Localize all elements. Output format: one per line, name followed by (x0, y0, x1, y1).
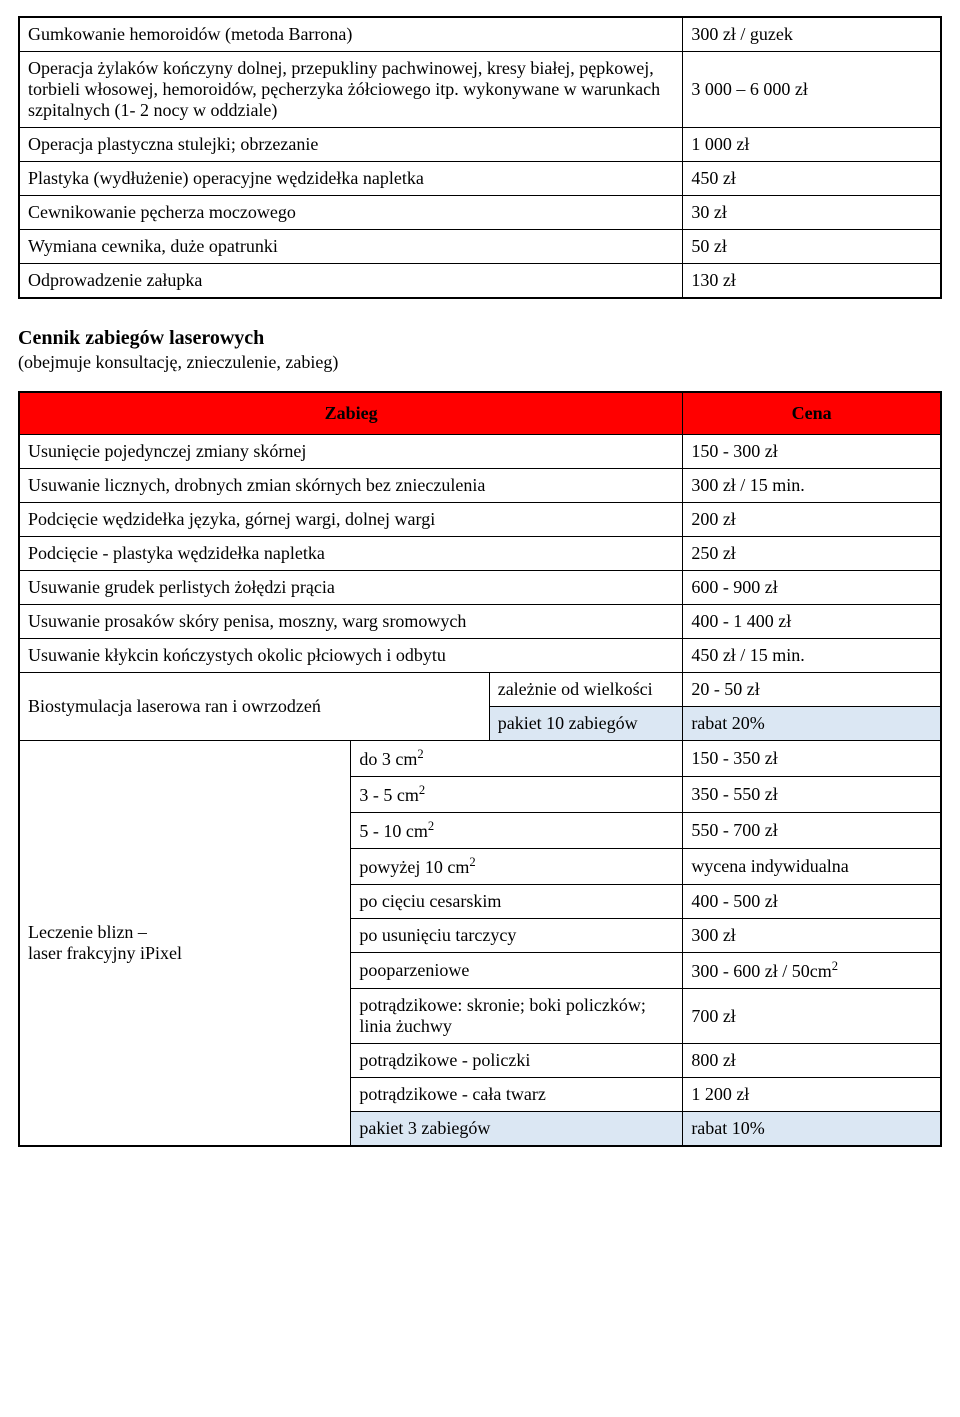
procedure-price: 800 zł (683, 1044, 941, 1078)
procedure-price: 1 000 zł (683, 128, 941, 162)
table-row: Operacja plastyczna stulejki; obrzezanie… (19, 128, 941, 162)
procedure-price: 700 zł (683, 989, 941, 1044)
procedure-price: 150 - 350 zł (683, 741, 941, 777)
procedure-price: 150 - 300 zł (683, 435, 941, 469)
procedure-price: 300 - 600 zł / 50cm2 (683, 953, 941, 989)
variant-label: potrądzikowe - policzki (351, 1044, 683, 1078)
procedure-price: 20 - 50 zł (683, 673, 941, 707)
procedure-label: Usuwanie prosaków skóry penisa, moszny, … (19, 605, 683, 639)
procedure-price: 450 zł (683, 162, 941, 196)
variant-label: po cięciu cesarskim (351, 885, 683, 919)
procedure-label: Cewnikowanie pęcherza moczowego (19, 196, 683, 230)
table-row: Odprowadzenie załupka130 zł (19, 264, 941, 299)
procedure-label: Operacja plastyczna stulejki; obrzezanie (19, 128, 683, 162)
procedure-price: 300 zł / guzek (683, 17, 941, 52)
procedure-price: rabat 10% (683, 1112, 941, 1147)
procedure-price: 450 zł / 15 min. (683, 639, 941, 673)
procedure-label: Gumkowanie hemoroidów (metoda Barrona) (19, 17, 683, 52)
procedure-price: 300 zł (683, 919, 941, 953)
procedure-price: rabat 20% (683, 707, 941, 741)
procedure-price: 550 - 700 zł (683, 813, 941, 849)
table-row: Operacja żylaków kończyny dolnej, przepu… (19, 52, 941, 128)
variant-label: zależnie od wielkości (489, 673, 683, 707)
table-row: Usuwanie licznych, drobnych zmian skórny… (19, 469, 941, 503)
variant-label: 3 - 5 cm2 (351, 777, 683, 813)
table-row: Podcięcie wędzidełka języka, górnej warg… (19, 503, 941, 537)
procedure-price: 250 zł (683, 537, 941, 571)
variant-label: pakiet 10 zabiegów (489, 707, 683, 741)
procedure-label: Usuwanie grudek perlistych żołędzi prąci… (19, 571, 683, 605)
section-title: Cennik zabiegów laserowych (18, 327, 942, 350)
procedure-price: 3 000 – 6 000 zł (683, 52, 941, 128)
procedure-price: 600 - 900 zł (683, 571, 941, 605)
header-zabieg: Zabieg (19, 392, 683, 435)
procedure-price: 30 zł (683, 196, 941, 230)
table-row: Usunięcie pojedynczej zmiany skórnej150 … (19, 435, 941, 469)
section-subtitle: (obejmuje konsultację, znieczulenie, zab… (18, 352, 942, 373)
table-row: Wymiana cewnika, duże opatrunki50 zł (19, 230, 941, 264)
procedure-price: 50 zł (683, 230, 941, 264)
variant-label: do 3 cm2 (351, 741, 683, 777)
procedure-price: 400 - 500 zł (683, 885, 941, 919)
procedure-label: Plastyka (wydłużenie) operacyjne wędzide… (19, 162, 683, 196)
procedure-label: Usunięcie pojedynczej zmiany skórnej (19, 435, 683, 469)
procedure-label: Usuwanie licznych, drobnych zmian skórny… (19, 469, 683, 503)
procedure-label: Biostymulacja laserowa ran i owrzodzeń (19, 673, 489, 741)
procedure-label: Wymiana cewnika, duże opatrunki (19, 230, 683, 264)
procedure-label: Leczenie blizn –laser frakcyjny iPixel (19, 741, 351, 1147)
procedure-price: 350 - 550 zł (683, 777, 941, 813)
table-row: Plastyka (wydłużenie) operacyjne wędzide… (19, 162, 941, 196)
price-table-laser: ZabiegCenaUsunięcie pojedynczej zmiany s… (18, 391, 942, 1147)
header-cena: Cena (683, 392, 941, 435)
variant-label: pakiet 3 zabiegów (351, 1112, 683, 1147)
procedure-price: 130 zł (683, 264, 941, 299)
price-table-1: Gumkowanie hemoroidów (metoda Barrona)30… (18, 16, 942, 299)
variant-label: potrądzikowe: skronie; boki policzków; l… (351, 989, 683, 1044)
variant-label: pooparzeniowe (351, 953, 683, 989)
variant-label: po usunięciu tarczycy (351, 919, 683, 953)
procedure-price: wycena indywidualna (683, 849, 941, 885)
table-row: Usuwanie prosaków skóry penisa, moszny, … (19, 605, 941, 639)
procedure-price: 400 - 1 400 zł (683, 605, 941, 639)
procedure-label: Odprowadzenie załupka (19, 264, 683, 299)
table-row: Gumkowanie hemoroidów (metoda Barrona)30… (19, 17, 941, 52)
variant-label: powyżej 10 cm2 (351, 849, 683, 885)
procedure-label: Podcięcie wędzidełka języka, górnej warg… (19, 503, 683, 537)
variant-label: 5 - 10 cm2 (351, 813, 683, 849)
table-header-row: ZabiegCena (19, 392, 941, 435)
procedure-label: Operacja żylaków kończyny dolnej, przepu… (19, 52, 683, 128)
table-row: Podcięcie - plastyka wędzidełka napletka… (19, 537, 941, 571)
variant-label: potrądzikowe - cała twarz (351, 1078, 683, 1112)
procedure-label: Usuwanie kłykcin kończystych okolic płci… (19, 639, 683, 673)
table-row: Usuwanie grudek perlistych żołędzi prąci… (19, 571, 941, 605)
procedure-price: 200 zł (683, 503, 941, 537)
table-row: Cewnikowanie pęcherza moczowego30 zł (19, 196, 941, 230)
table-row: Biostymulacja laserowa ran i owrzodzeńza… (19, 673, 941, 707)
procedure-price: 300 zł / 15 min. (683, 469, 941, 503)
procedure-label: Podcięcie - plastyka wędzidełka napletka (19, 537, 683, 571)
table-row: Usuwanie kłykcin kończystych okolic płci… (19, 639, 941, 673)
table-row: Leczenie blizn –laser frakcyjny iPixeldo… (19, 741, 941, 777)
procedure-price: 1 200 zł (683, 1078, 941, 1112)
